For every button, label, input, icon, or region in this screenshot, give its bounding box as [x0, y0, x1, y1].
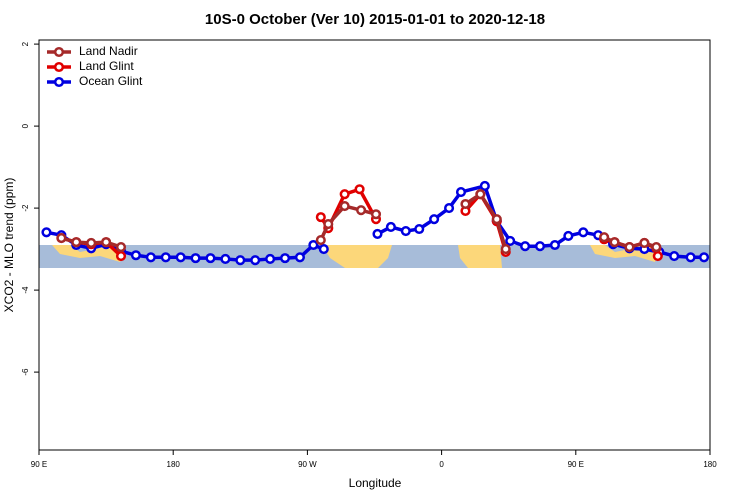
- data-point: [500, 244, 511, 255]
- data-point: [372, 228, 383, 239]
- x-axis-label: Longitude: [349, 476, 402, 490]
- data-point: [175, 252, 186, 263]
- x-tick-label: 180: [703, 460, 717, 469]
- data-point: [265, 253, 276, 264]
- legend-label: Ocean Glint: [79, 74, 143, 88]
- data-point: [323, 219, 334, 230]
- data-point: [414, 223, 425, 235]
- data-point: [130, 250, 141, 261]
- land-africa: [458, 245, 502, 268]
- data-point: [491, 214, 502, 225]
- data-point: [455, 187, 467, 198]
- data-point: [339, 189, 350, 200]
- plot-frame: [38, 39, 711, 451]
- data-point: [56, 232, 67, 244]
- data-point: [315, 212, 326, 223]
- land-south-america: [322, 245, 392, 268]
- data-point: [652, 251, 663, 262]
- data-point: [400, 226, 411, 237]
- data-point: [370, 209, 382, 220]
- series: [56, 189, 662, 255]
- y-tick-label: -4: [21, 286, 30, 294]
- data-point: [578, 227, 589, 238]
- data-point: [479, 180, 490, 192]
- legend-marker: [53, 76, 65, 88]
- chart-title: 10S-0 October (Ver 10) 2015-01-01 to 202…: [205, 11, 545, 28]
- data-point: [685, 252, 696, 263]
- data-point: [534, 241, 546, 252]
- data-point: [669, 251, 680, 262]
- data-point: [318, 244, 329, 255]
- y-tick-label: -6: [21, 368, 30, 376]
- data-point: [505, 235, 516, 246]
- data-point: [205, 253, 216, 264]
- data-point: [235, 255, 246, 266]
- data-point: [444, 203, 455, 214]
- data-point: [651, 242, 662, 253]
- legend-marker: [53, 46, 65, 58]
- data-point: [294, 252, 305, 263]
- data-point: [698, 252, 710, 263]
- data-point: [624, 242, 635, 253]
- data-point: [639, 237, 650, 248]
- land-islands: [52, 245, 126, 262]
- data-point: [354, 184, 365, 195]
- y-tick-label: -2: [21, 204, 30, 212]
- data-point: [475, 189, 486, 200]
- data-point: [279, 253, 291, 264]
- legend-label: Land Nadir: [79, 44, 138, 58]
- data-point: [115, 242, 127, 253]
- data-point: [190, 253, 201, 264]
- data-point: [429, 214, 440, 225]
- data-point: [86, 237, 97, 248]
- x-tick-label: 90 E: [568, 460, 584, 469]
- data-point: [339, 201, 350, 212]
- legend-label: Land Glint: [79, 59, 134, 73]
- data-point: [609, 237, 620, 248]
- y-axis-label: XCO2 - MLO trend (ppm): [2, 178, 16, 313]
- data-point: [41, 227, 52, 238]
- data-point: [549, 239, 560, 251]
- data-point: [385, 221, 396, 233]
- x-tick-label: 180: [167, 460, 181, 469]
- data-point: [220, 253, 231, 264]
- x-tick-label: 0: [439, 460, 444, 469]
- data-point: [599, 232, 610, 243]
- data-point: [145, 252, 156, 263]
- legend-marker: [53, 61, 65, 73]
- y-tick-label: 2: [21, 41, 30, 46]
- data-point: [308, 239, 319, 251]
- data-point: [101, 237, 112, 248]
- data-point: [250, 255, 261, 266]
- data-point: [115, 251, 127, 262]
- x-tick-label: 90 W: [298, 460, 317, 469]
- data-point: [356, 205, 367, 216]
- data-point: [71, 237, 82, 248]
- y-tick-label: 0: [21, 123, 30, 128]
- data-point: [315, 235, 326, 246]
- x-tick-label: 90 E: [31, 460, 47, 469]
- data-point: [563, 230, 574, 242]
- data-point: [160, 252, 171, 263]
- data-point: [460, 198, 471, 210]
- data-point: [520, 241, 531, 252]
